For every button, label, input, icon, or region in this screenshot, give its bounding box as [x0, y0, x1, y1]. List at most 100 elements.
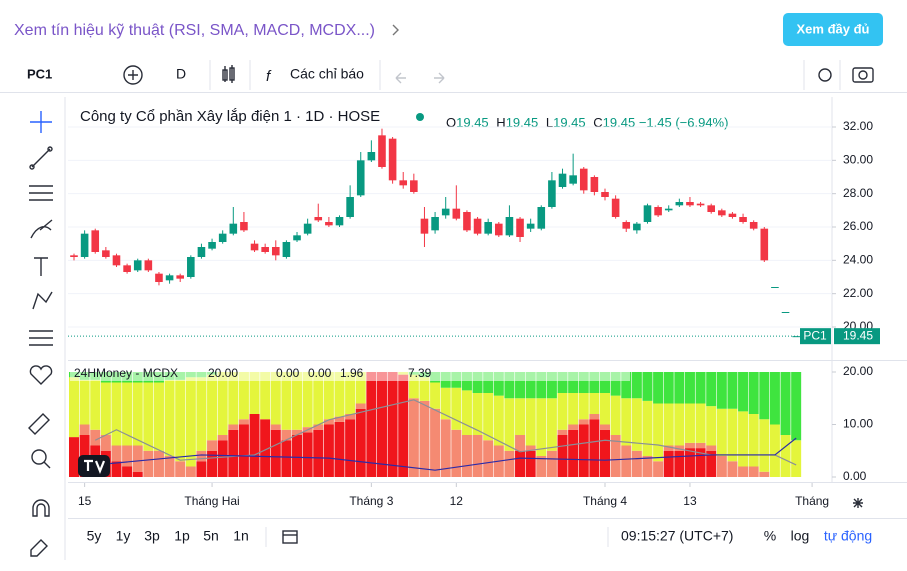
y-tick-label: 10.00 [843, 417, 873, 431]
mcdx-bar [355, 372, 366, 404]
auto-toggle[interactable]: tự động [824, 528, 872, 544]
mcdx-bar [504, 398, 515, 451]
mcdx-bar [143, 450, 154, 477]
candle-body [495, 223, 503, 236]
c-label: C [593, 115, 602, 130]
mcdx-bar [472, 372, 483, 393]
price-tag-value: 19.45 [843, 328, 873, 342]
mcdx-bar [568, 393, 579, 425]
range[interactable]: 1n [233, 528, 249, 544]
fx-icon[interactable]: f [266, 68, 272, 85]
candle-body [70, 255, 78, 257]
mcdx-bar [525, 372, 536, 399]
mcdx-bar [398, 374, 409, 477]
mcdx-bar [568, 424, 579, 430]
mcdx-bar [504, 450, 515, 477]
mcdx-bar [313, 424, 324, 430]
candle-body [197, 247, 206, 257]
mcdx-bar [674, 403, 685, 446]
mcdx-bar [769, 372, 780, 425]
mcdx-bar [621, 398, 632, 446]
symbol[interactable]: PC1 [27, 66, 52, 81]
candle-body [208, 242, 216, 249]
mcdx-bar [196, 461, 207, 477]
add-symbol[interactable] [123, 65, 143, 85]
mcdx-bar [419, 400, 430, 477]
range[interactable]: 3p [144, 528, 160, 544]
redo[interactable] [434, 72, 445, 84]
mcdx-bar [175, 461, 186, 477]
range[interactable]: 5y [87, 528, 102, 544]
candle-body [378, 135, 386, 167]
mcdx-bar [780, 372, 791, 435]
mcdx-bar [217, 440, 228, 477]
candle-body [505, 217, 514, 236]
mcdx-bar [461, 435, 472, 477]
full-button-label[interactable]: Xem đầy đủ [797, 21, 870, 36]
signals-link[interactable]: Xem tín hiệu kỹ thuật (RSI, SMA, MACD, M… [14, 22, 375, 39]
percent-toggle[interactable]: % [764, 528, 776, 544]
candle-body [388, 138, 397, 181]
indicators[interactable]: Các chỉ báo [290, 66, 364, 82]
mcdx-bar [727, 461, 738, 477]
mcdx-bar [132, 471, 143, 477]
candle-body [696, 203, 705, 206]
mcdx-bar [376, 372, 387, 477]
indicator-value: 1.96 [340, 366, 364, 380]
date-range[interactable] [282, 530, 298, 544]
mcdx-bar [132, 445, 143, 472]
candle-body [675, 202, 684, 206]
mcdx-bar [440, 387, 451, 420]
c-value: 19.45 [603, 115, 636, 130]
candle-body [601, 192, 609, 197]
mcdx-bar [111, 461, 122, 477]
mcdx-bar [249, 372, 260, 414]
mcdx-bar [387, 372, 398, 477]
mcdx-bar [663, 403, 674, 446]
snapshot[interactable] [852, 67, 874, 83]
mcdx-bar [727, 408, 738, 462]
mcdx-bar [706, 406, 717, 446]
full-button[interactable] [783, 13, 883, 46]
mcdx-bar [525, 450, 536, 477]
mcdx-bar [408, 398, 419, 477]
y-tick-label: 0.00 [843, 469, 867, 483]
interval[interactable]: D [176, 66, 186, 82]
candle-body [643, 205, 652, 222]
mcdx-bar [759, 372, 770, 420]
mcdx-bar [260, 419, 271, 477]
x-tick-label: Tháng 4 [583, 494, 627, 508]
settings[interactable] [818, 68, 832, 82]
candle-body [420, 218, 429, 234]
indicator-legend-bg [70, 366, 630, 381]
range[interactable]: 5n [203, 528, 219, 544]
mcdx-bar [483, 372, 494, 393]
candle-body [240, 222, 248, 231]
candle-body [664, 208, 673, 211]
mcdx-bar [695, 448, 706, 477]
range[interactable]: 1y [116, 528, 131, 544]
candle-body [155, 273, 163, 282]
mcdx-bar [79, 424, 90, 435]
mcdx-bar [557, 372, 568, 393]
range[interactable]: 1p [174, 528, 190, 544]
mcdx-bar [483, 393, 494, 441]
candle-body [558, 173, 567, 187]
log-toggle[interactable]: log [791, 528, 810, 544]
mcdx-bar [260, 372, 271, 420]
l-value: 19.45 [553, 115, 586, 130]
y-tick-label: 22.00 [843, 286, 873, 300]
mcdx-bar [578, 424, 589, 477]
mcdx-bar [292, 372, 303, 430]
candle-body [112, 255, 121, 266]
indicator-value: 7.39 [408, 366, 432, 380]
mcdx-bar [238, 372, 249, 420]
mcdx-bar [748, 372, 759, 414]
axis-settings[interactable] [853, 498, 863, 508]
chart-type[interactable] [222, 65, 235, 83]
candle-body [622, 222, 631, 229]
mcdx-bar [716, 372, 727, 409]
undo[interactable] [395, 72, 406, 84]
x-tick-label: 12 [450, 494, 464, 508]
candle-body [144, 260, 153, 271]
